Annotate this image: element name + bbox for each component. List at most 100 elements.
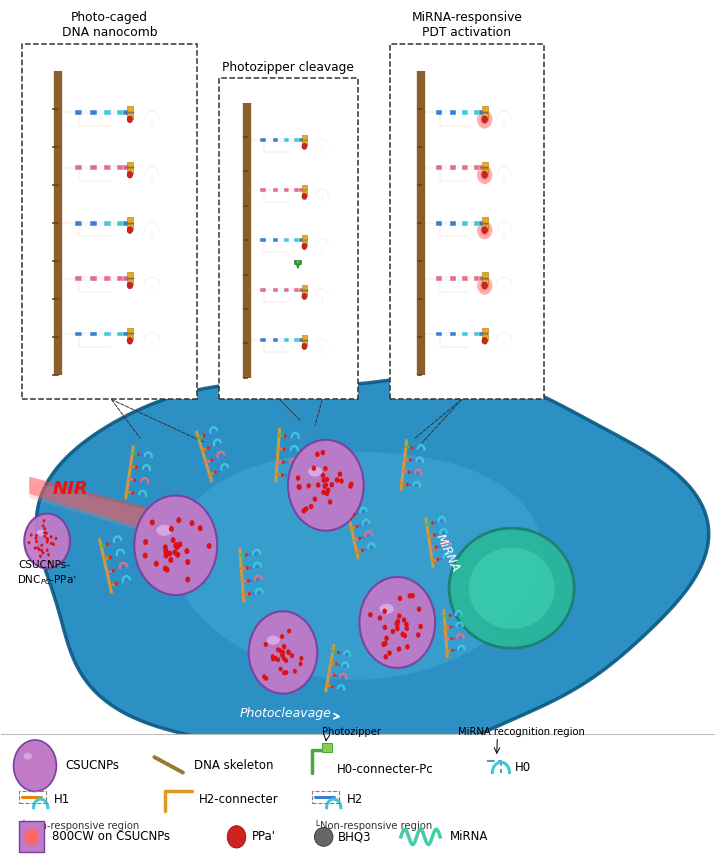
Circle shape bbox=[127, 282, 132, 289]
Circle shape bbox=[315, 452, 320, 457]
Bar bbox=[297, 138, 303, 143]
Bar bbox=[121, 221, 128, 226]
Circle shape bbox=[321, 478, 326, 483]
Bar bbox=[482, 217, 488, 222]
Bar bbox=[463, 332, 470, 336]
Bar bbox=[322, 742, 332, 752]
Text: MiRNA: MiRNA bbox=[433, 532, 462, 574]
Circle shape bbox=[173, 550, 178, 556]
Circle shape bbox=[168, 551, 173, 557]
Circle shape bbox=[264, 676, 268, 681]
Circle shape bbox=[176, 517, 181, 523]
Bar bbox=[266, 338, 272, 343]
Circle shape bbox=[112, 569, 115, 572]
Circle shape bbox=[296, 484, 301, 490]
Text: CSUCNPs-: CSUCNPs- bbox=[19, 559, 71, 570]
Circle shape bbox=[383, 641, 387, 646]
Bar bbox=[106, 221, 113, 226]
Bar bbox=[127, 224, 133, 230]
Text: Photo-caged
DNA nanocomb: Photo-caged DNA nanocomb bbox=[62, 11, 158, 40]
Bar bbox=[450, 166, 456, 170]
Bar bbox=[279, 188, 285, 192]
Circle shape bbox=[302, 193, 307, 199]
Bar bbox=[301, 334, 307, 340]
Bar bbox=[291, 338, 297, 343]
Bar bbox=[482, 113, 488, 119]
Circle shape bbox=[246, 566, 249, 570]
Circle shape bbox=[348, 484, 353, 489]
Bar bbox=[289, 138, 294, 143]
Circle shape bbox=[46, 549, 49, 551]
Bar bbox=[284, 138, 289, 143]
Bar bbox=[74, 277, 82, 281]
Circle shape bbox=[227, 825, 246, 848]
Circle shape bbox=[282, 644, 286, 649]
Circle shape bbox=[28, 541, 30, 545]
Circle shape bbox=[410, 446, 413, 449]
Bar bbox=[117, 221, 123, 226]
Circle shape bbox=[185, 559, 190, 565]
Circle shape bbox=[405, 644, 410, 649]
Bar bbox=[473, 332, 479, 336]
Circle shape bbox=[402, 618, 407, 623]
Bar bbox=[436, 221, 442, 226]
Circle shape bbox=[480, 169, 489, 180]
Text: └Non-responsive region: └Non-responsive region bbox=[21, 819, 139, 832]
Bar bbox=[90, 221, 97, 226]
Circle shape bbox=[323, 466, 328, 472]
Bar bbox=[82, 332, 90, 336]
Circle shape bbox=[248, 592, 251, 595]
Bar bbox=[482, 224, 488, 230]
Circle shape bbox=[358, 537, 361, 540]
Circle shape bbox=[276, 657, 280, 662]
Circle shape bbox=[435, 545, 437, 549]
Circle shape bbox=[44, 527, 46, 531]
Bar bbox=[285, 188, 291, 192]
Circle shape bbox=[109, 556, 112, 559]
Bar bbox=[450, 221, 456, 226]
Bar bbox=[106, 110, 113, 115]
Circle shape bbox=[397, 613, 402, 618]
Circle shape bbox=[49, 561, 52, 564]
Bar bbox=[436, 277, 442, 281]
Bar bbox=[266, 288, 272, 292]
Bar bbox=[273, 288, 279, 292]
Circle shape bbox=[477, 221, 493, 240]
Circle shape bbox=[43, 519, 45, 522]
Text: NIR: NIR bbox=[52, 480, 88, 498]
Circle shape bbox=[164, 550, 169, 556]
Circle shape bbox=[353, 513, 356, 516]
Bar bbox=[473, 277, 479, 281]
Text: CSUCNPs: CSUCNPs bbox=[65, 759, 119, 772]
Bar bbox=[450, 277, 456, 281]
Bar bbox=[127, 334, 133, 340]
Bar bbox=[266, 188, 272, 192]
Circle shape bbox=[163, 565, 168, 571]
Polygon shape bbox=[173, 452, 543, 679]
Bar bbox=[468, 221, 473, 226]
Ellipse shape bbox=[37, 530, 45, 536]
Bar bbox=[289, 238, 294, 242]
Bar bbox=[436, 166, 442, 170]
Bar bbox=[90, 110, 97, 115]
Bar bbox=[470, 277, 477, 281]
Bar bbox=[74, 221, 82, 226]
Circle shape bbox=[245, 553, 248, 557]
Bar bbox=[470, 332, 477, 336]
Circle shape bbox=[382, 608, 387, 614]
Bar bbox=[443, 221, 449, 226]
Bar bbox=[291, 138, 297, 143]
Bar bbox=[482, 334, 488, 340]
Bar bbox=[470, 110, 477, 115]
Bar bbox=[297, 188, 303, 192]
Circle shape bbox=[299, 661, 303, 667]
Bar bbox=[457, 277, 463, 281]
Circle shape bbox=[404, 622, 409, 627]
Circle shape bbox=[165, 567, 170, 573]
Circle shape bbox=[207, 543, 212, 549]
Circle shape bbox=[407, 471, 410, 474]
Ellipse shape bbox=[314, 827, 333, 846]
Circle shape bbox=[309, 503, 314, 509]
Circle shape bbox=[402, 633, 407, 638]
Bar bbox=[111, 277, 117, 281]
